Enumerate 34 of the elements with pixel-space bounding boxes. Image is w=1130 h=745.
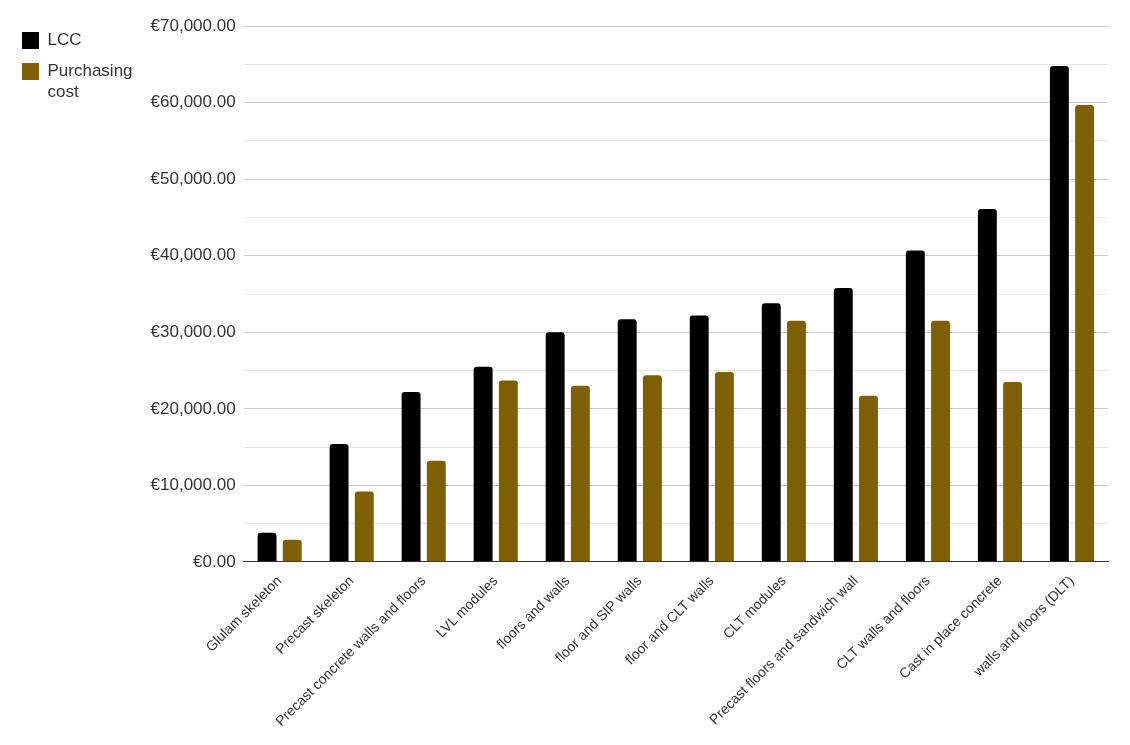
bar	[905, 250, 925, 562]
y-tick-label: €40,000.00	[150, 245, 236, 265]
bar	[329, 444, 349, 562]
y-tick-label: €50,000.00	[150, 168, 236, 188]
y-tick-label: €20,000.00	[150, 398, 236, 418]
bar	[1075, 105, 1095, 562]
y-tick-label: €0.00	[193, 551, 236, 571]
bar	[642, 375, 662, 562]
legend-label: Purchasing cost	[47, 61, 133, 101]
bar	[714, 372, 734, 562]
bar	[570, 385, 590, 562]
bar	[977, 209, 997, 562]
bar	[1049, 65, 1069, 562]
y-tick-label: €30,000.00	[150, 321, 236, 341]
y-tick-label: €60,000.00	[150, 92, 236, 112]
bar	[426, 460, 446, 562]
bar	[833, 287, 853, 562]
bar	[257, 532, 277, 562]
y-tick-label: €10,000.00	[150, 475, 236, 495]
bar	[473, 366, 493, 562]
bar	[1003, 382, 1023, 562]
bar	[545, 332, 565, 562]
bar	[931, 320, 950, 562]
bar	[354, 491, 374, 562]
bar	[761, 303, 781, 562]
bar	[498, 380, 518, 562]
bar	[787, 320, 806, 562]
bar	[282, 539, 302, 562]
bar	[617, 319, 637, 562]
bar	[689, 315, 709, 562]
bar	[859, 395, 878, 562]
y-tick-label: €70,000.00	[150, 15, 236, 35]
legend-label: LCC	[47, 30, 82, 50]
bar	[401, 391, 421, 562]
